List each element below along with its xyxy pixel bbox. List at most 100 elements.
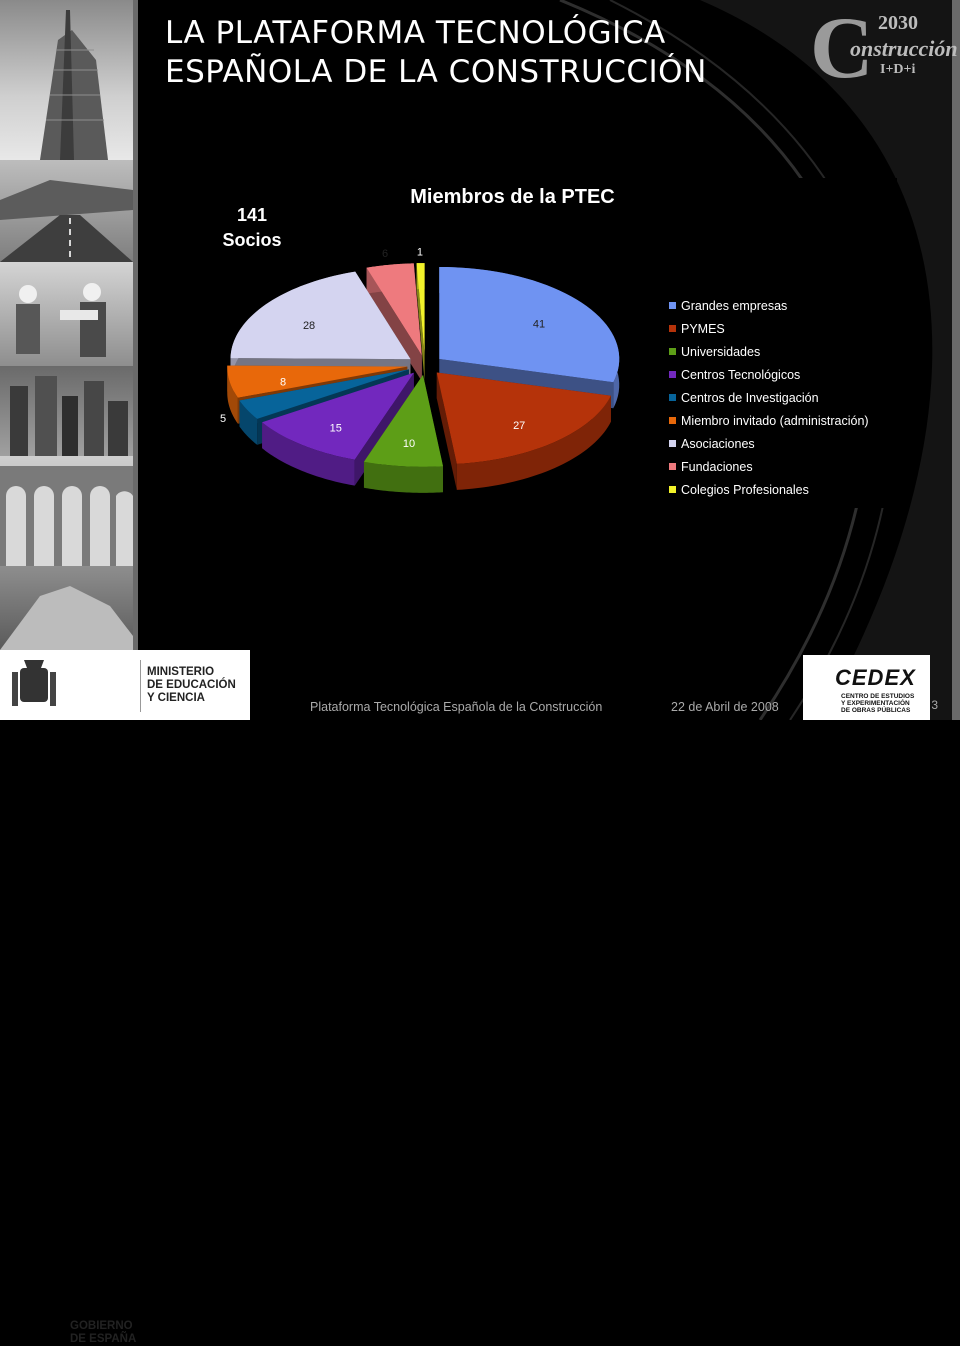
pie-slice-wall <box>239 369 409 427</box>
gobierno-line-2: DE ESPAÑA <box>70 1333 137 1345</box>
data-label-8: 6 <box>382 248 388 260</box>
logo-letter: C <box>810 0 874 97</box>
aqueduct-photo <box>0 456 133 566</box>
legend-swatch <box>669 371 676 378</box>
pie-slice-top <box>239 369 409 419</box>
data-label-9: 1 <box>417 246 423 258</box>
pie-slice-top <box>439 266 620 383</box>
surveyors-photo <box>0 262 133 366</box>
pie-slice-rim <box>363 461 444 493</box>
divider-stripe <box>133 0 138 720</box>
legend-item: Asociaciones <box>669 432 894 455</box>
legend-item: Miembro invitado (administración) <box>669 409 894 432</box>
cedex-sub: CENTRO DE ESTUDIOS Y EXPERIMENTACIÓN DE … <box>841 693 914 714</box>
ministerio-line-3: Y CIENCIA <box>147 692 205 704</box>
legend-item: Fundaciones <box>669 455 894 478</box>
pie-slice-3 <box>363 374 444 493</box>
pie-slice-top <box>436 372 611 464</box>
logo-divider <box>140 660 141 712</box>
pie-slice-top <box>230 271 411 360</box>
slide-title: LA PLATAFORMA TECNOLÓGICA ESPAÑOLA DE LA… <box>165 14 745 92</box>
legend-swatch <box>669 325 676 332</box>
cedex-logo: CEDEX CENTRO DE ESTUDIOS Y EXPERIMENTACI… <box>803 655 930 720</box>
legend-swatch <box>669 417 676 424</box>
skyscraper-photo <box>0 0 133 160</box>
cedex-sub-2: Y EXPERIMENTACIÓN <box>841 700 910 707</box>
pie-slice-rim <box>227 365 238 424</box>
ministerio-line-2: DE EDUCACIÓN <box>147 679 236 691</box>
legend-swatch <box>669 440 676 447</box>
legend-label: Miembro invitado (administración) <box>681 413 869 428</box>
pie-slice-top <box>366 263 422 356</box>
legend-swatch <box>669 302 676 309</box>
data-label-5: 5 <box>220 413 226 425</box>
legend-item: Centros Tecnológicos <box>669 363 894 386</box>
data-label-7: 28 <box>303 320 315 332</box>
city-photo <box>0 366 133 456</box>
legend-label: Asociaciones <box>681 436 755 451</box>
government-logos: GOBIERNO DE ESPAÑA MINISTERIO DE EDUCACI… <box>0 650 250 1345</box>
legend-item: Colegios Profesionales <box>669 478 894 501</box>
pie-slice-rim <box>262 422 355 486</box>
legend-item: Centros de Investigación <box>669 386 894 409</box>
legend-swatch <box>669 463 676 470</box>
logo-sub: I+D+i <box>880 62 916 77</box>
pie-slice-wall <box>436 372 457 490</box>
legend-label: Grandes empresas <box>681 298 788 313</box>
legend-swatch <box>669 348 676 355</box>
data-label-1: 41 <box>533 319 545 331</box>
data-label-3: 10 <box>403 438 415 450</box>
gravel-photo <box>0 566 133 650</box>
members-count: 141 <box>236 205 268 225</box>
construccion-2030-logo: C 2030 onstrucción I+D+i <box>810 0 958 97</box>
legend-label: Centros de Investigación <box>681 390 819 405</box>
ministerio-line-1: MINISTERIO <box>147 666 215 678</box>
coat-of-arms-icon <box>12 660 56 706</box>
logo-year: 2030 <box>878 12 918 34</box>
pie-slice-rim <box>456 395 611 490</box>
gobierno-line-1: GOBIERNO <box>70 1320 133 1332</box>
legend-label: Colegios Profesionales <box>681 482 809 497</box>
footer-date: 22 de Abril de 2008 <box>671 700 779 714</box>
cedex-sub-1: CENTRO DE ESTUDIOS <box>841 693 915 700</box>
members-label: Socios <box>222 230 282 250</box>
legend-swatch <box>669 486 676 493</box>
highway-photo <box>0 160 133 262</box>
chart-legend: Grandes empresas PYMES Universidades Centro… <box>669 294 894 501</box>
photo-strip <box>0 0 133 650</box>
pie-slice-top <box>227 365 408 398</box>
data-label-2: 27 <box>513 420 525 432</box>
divider-stripe-right <box>952 0 960 720</box>
pie-slice-wall <box>416 263 425 382</box>
gobierno-text: GOBIERNO DE ESPAÑA <box>70 1320 136 1346</box>
cedex-name: CEDEX <box>835 665 916 690</box>
legend-item: PYMES <box>669 317 894 340</box>
pie-slice-top <box>363 374 444 467</box>
pie-slice-4 <box>262 372 414 486</box>
legend-label: Fundaciones <box>681 459 753 474</box>
pie-slice-top <box>416 263 425 356</box>
legend-label: Centros Tecnológicos <box>681 367 801 382</box>
chart-title: Miembros de la PTEC <box>410 186 615 208</box>
legend-swatch <box>669 394 676 401</box>
pie-slice-2 <box>436 372 611 490</box>
logo-word: onstrucción <box>850 36 958 61</box>
ministerio-text: MINISTERIO DE EDUCACIÓN Y CIENCIA <box>147 666 236 705</box>
title-line-2: ESPAÑOLA DE LA CONSTRUCCIÓN <box>165 54 707 90</box>
page-number: 3 <box>931 698 938 712</box>
pie-slice-9 <box>416 263 425 382</box>
cedex-sub-3: DE OBRAS PÚBLICAS <box>841 707 911 714</box>
data-label-4: 15 <box>330 422 342 434</box>
pie-slice-top <box>262 372 414 460</box>
pie-slice-rim <box>239 400 258 445</box>
legend-item: Grandes empresas <box>669 294 894 317</box>
legend-item: Universidades <box>669 340 894 363</box>
pie-slice-8 <box>366 263 422 382</box>
footer-platform: Plataforma Tecnológica Española de la Co… <box>310 700 603 714</box>
pie-slice-wall <box>366 267 422 382</box>
legend-label: Universidades <box>681 344 761 359</box>
title-line-1: LA PLATAFORMA TECNOLÓGICA <box>165 15 666 51</box>
pie-chart: 41 27 10 15 5 8 28 6 1 <box>220 246 620 493</box>
legend-label: PYMES <box>681 321 725 336</box>
members-total: 141 Socios <box>206 203 298 253</box>
